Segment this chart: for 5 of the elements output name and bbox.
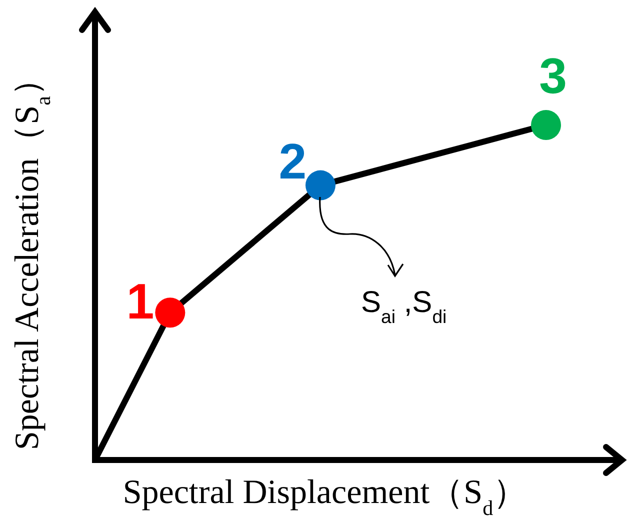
annotation: S$_{ai}$ ,S$_{di}$	[361, 286, 447, 326]
x-axis-title: Spectral Displacement（S$_{d}$）	[122, 474, 528, 517]
series-label: 3	[539, 48, 567, 104]
series-label: 2	[278, 133, 306, 190]
series-label: 1	[126, 274, 154, 330]
